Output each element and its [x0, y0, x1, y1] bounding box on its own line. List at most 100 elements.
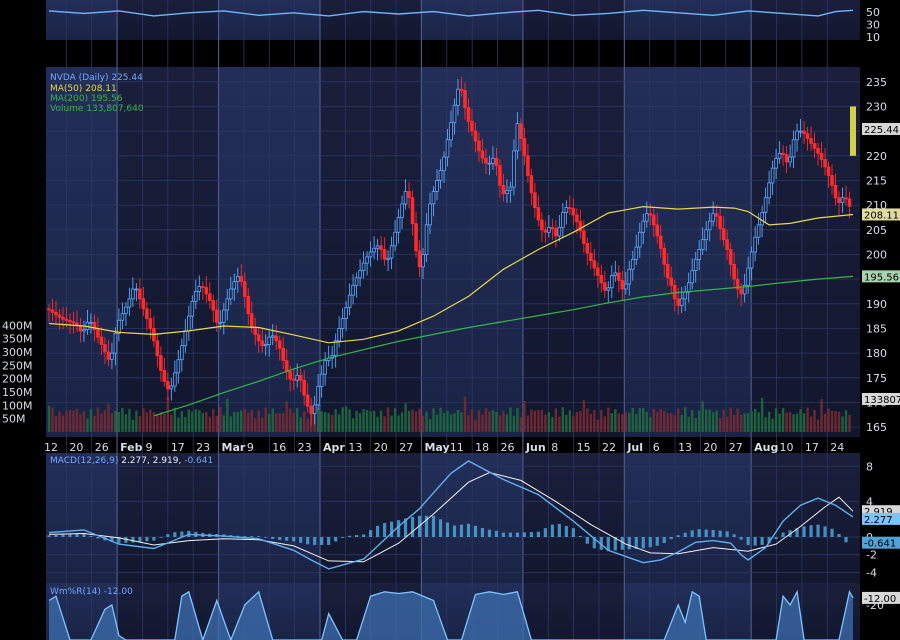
month-band-0-1: [46, 67, 118, 437]
volume-bar: [82, 411, 86, 432]
candle-body: [585, 242, 590, 254]
volume-bar: [757, 412, 760, 432]
candle-body: [141, 298, 146, 310]
candle-body: [795, 130, 799, 141]
macd-hist-bar: [711, 529, 715, 538]
macd-hist-bar: [264, 537, 268, 538]
x-tick-label: Feb: [120, 441, 143, 454]
macd-hist-bar: [292, 537, 296, 542]
volume-bar: [711, 412, 715, 432]
candle-body: [679, 298, 684, 306]
macd-hist-bar: [110, 537, 114, 542]
candle-body: [784, 154, 789, 163]
macd-hist-bar: [299, 537, 303, 543]
volume-tick-label: 50M: [2, 413, 26, 426]
volume-bar: [369, 411, 372, 432]
volume-bar: [404, 403, 407, 432]
candle-body: [494, 157, 499, 167]
volume-badge-box: [862, 393, 900, 405]
volume-bar: [337, 414, 341, 432]
volume-bar: [484, 408, 488, 432]
candle-body: [634, 246, 639, 260]
volume-bar: [582, 400, 586, 432]
candle-body: [159, 355, 163, 371]
legends: NVDA (Daily) 225.44 MA(50) 208.11 MA(200…: [50, 73, 213, 597]
candle-body: [826, 166, 831, 176]
volume-bar: [621, 414, 624, 432]
volume-bar: [687, 416, 690, 432]
candle-body: [291, 378, 296, 381]
macd-hist-bar: [557, 523, 561, 538]
x-tick-label: 17: [171, 441, 185, 454]
volume-bar: [697, 410, 701, 432]
volume-bar: [813, 409, 816, 432]
willr-line: [48, 589, 854, 640]
volume-bar: [58, 411, 61, 432]
candle-body: [473, 130, 478, 142]
month-band-0-2: [46, 453, 118, 583]
candle-body: [767, 182, 771, 199]
macd-hist-bar: [690, 530, 694, 538]
macd-hist-bar: [410, 516, 415, 538]
candle-body: [777, 152, 782, 159]
macd-hist-bar: [760, 537, 764, 545]
macd-hist-bar: [278, 537, 282, 541]
candle-body: [389, 245, 394, 259]
macd-badge-macd: 2.277: [864, 515, 893, 526]
candle-body: [655, 224, 660, 237]
candle-body: [707, 220, 712, 231]
price-tick-label: 165: [866, 421, 887, 434]
price-tick-label: 220: [866, 150, 887, 163]
volume-bar: [453, 413, 456, 432]
candle-body: [847, 198, 852, 207]
macd-hist-bar: [487, 529, 492, 538]
candle-body: [354, 277, 359, 286]
macd-hist-bar: [823, 526, 827, 538]
candle-body: [207, 293, 212, 301]
volume-bar: [149, 409, 152, 432]
candle-body: [571, 208, 576, 216]
price-tick-label: 175: [866, 372, 887, 385]
candle-body: [735, 278, 740, 290]
price-tick-label: 230: [866, 100, 887, 113]
volume-bar: [785, 412, 788, 432]
volume-bar: [659, 408, 662, 432]
volume-bar: [722, 409, 725, 432]
candle-body: [274, 335, 279, 342]
candle-body: [763, 197, 768, 213]
volume-bar: [159, 412, 163, 432]
volume-bar: [834, 411, 837, 432]
volume-tick-label: 350M: [2, 333, 33, 346]
candle-body: [676, 298, 681, 306]
candle-body: [756, 224, 761, 238]
candle-body: [316, 386, 320, 406]
volume-bar: [771, 418, 774, 432]
volume-bar: [691, 409, 694, 432]
macd-hist-bar: [138, 537, 142, 542]
x-tick-label: Jul: [626, 441, 643, 454]
candle-body: [480, 150, 485, 159]
candle-body: [533, 192, 537, 209]
price-tick-label: 205: [866, 224, 887, 237]
macd-hist-bar: [327, 537, 331, 545]
macd-hist-bar: [355, 535, 359, 538]
volume-bar: [799, 409, 802, 432]
volume-bar: [526, 415, 530, 432]
volume-bar: [135, 410, 138, 432]
volume-bar: [411, 409, 414, 432]
candle-body: [582, 230, 586, 244]
candle-body: [603, 282, 607, 291]
volume-bar: [292, 412, 295, 432]
price-tick-label: 200: [866, 248, 887, 261]
volume-bar: [418, 408, 421, 432]
candle-body: [830, 175, 834, 186]
candle-body: [232, 281, 237, 290]
volume-bar: [320, 411, 323, 432]
candle-body: [263, 344, 268, 347]
volume-bar: [348, 409, 351, 432]
legend-ma50: MA(50) 208.11: [50, 84, 117, 94]
candle-body: [117, 319, 121, 334]
volume-bar: [65, 410, 68, 432]
volume-bar: [470, 409, 474, 432]
macd-hist-bar: [746, 537, 750, 545]
